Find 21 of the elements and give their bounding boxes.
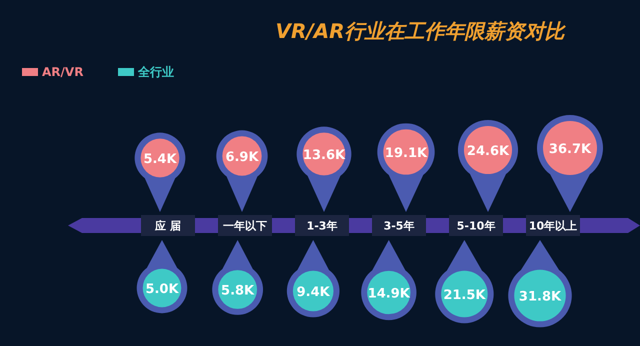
category-label: 应 届 [154,220,181,232]
data-label: 24.6K [466,144,510,159]
legend-label: 全行业 [137,65,174,79]
category-label: 1-3年 [306,220,338,232]
data-label: 6.9K [225,150,260,165]
category-label: 3-5年 [384,220,414,232]
data-label: 5.4K [143,152,178,167]
data-label: 5.0K [145,282,180,297]
legend-label: AR/VR [42,65,84,79]
data-label: 19.1K [384,146,428,161]
data-label: 31.8K [518,290,562,304]
data-label: 14.9K [368,286,411,302]
data-label: 9.4K [296,285,331,300]
data-label: 21.5K [443,288,486,303]
category-label: 10年以上 [528,220,578,232]
data-label: 36.7K [548,142,592,157]
category-label: 一年以下 [223,220,267,232]
data-label: 13.6K [302,148,346,163]
category-label: 5-10年 [456,220,496,232]
data-label: 5.8K [221,284,256,298]
text: VR/AR行业在工作年限薪资对比 [275,19,567,43]
